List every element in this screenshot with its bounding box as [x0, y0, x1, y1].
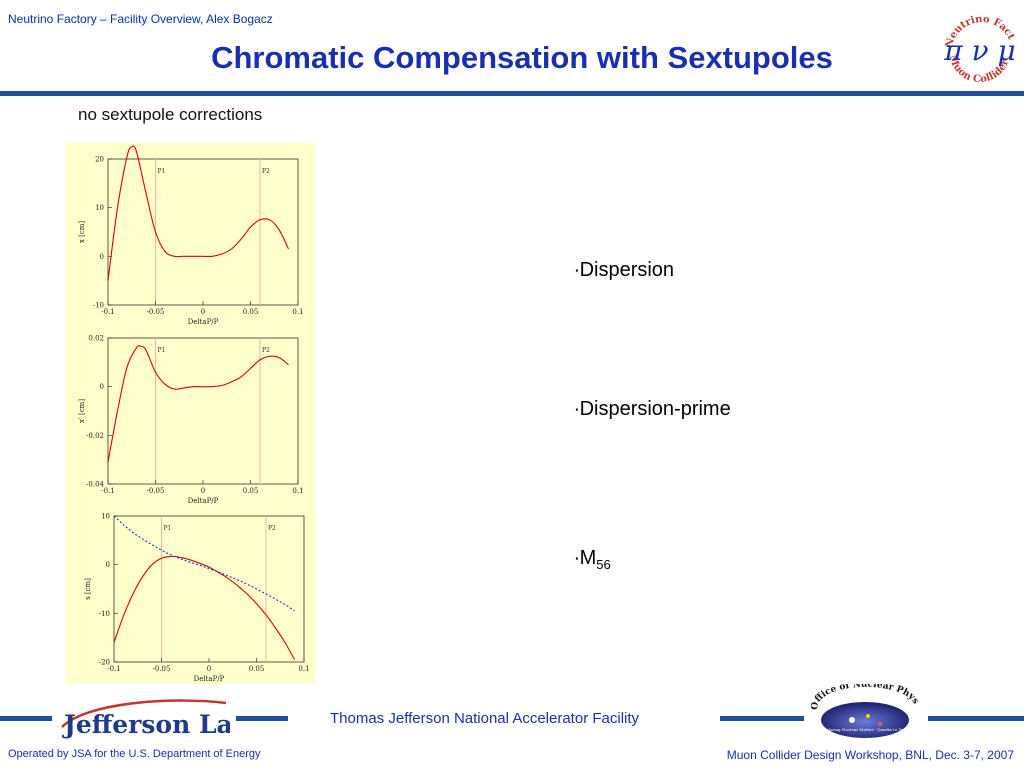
- plot-3-xtick-label-5: 0.1: [298, 665, 309, 673]
- chart-panel-svg: P1 P2 -0.1 -0.05 0 0.05 0.1 20 10 0 -10 DeltaP/P x […: [78, 145, 310, 683]
- plot-2-xlabel: DeltaP/P: [188, 497, 219, 505]
- plot-2-series-1-line: [107, 345, 289, 463]
- plot-2-marker-label-1: P1: [158, 347, 166, 354]
- plot-3-series-1-line: [113, 555, 295, 660]
- plot-3-xlabel: DeltaP/P: [194, 675, 225, 683]
- footer-rule-left: [0, 716, 52, 721]
- header-rule: [0, 91, 1024, 96]
- footer-rule-end: [928, 716, 1024, 721]
- plot-1-xtick-label-4: 0.05: [243, 308, 259, 316]
- plot-2-xtick-label-4: 0.05: [243, 487, 259, 495]
- plot-1-ytick-label-4: -10: [93, 302, 104, 310]
- plot-1-ytick-label-2: 10: [95, 204, 104, 212]
- plot-1-ylabel: x [cm]: [78, 221, 86, 243]
- plot-2-xtick-label-3: 0: [201, 487, 205, 495]
- bullet-dispersion-label: Dispersion: [579, 259, 675, 281]
- plot-1-frame: [107, 158, 299, 306]
- plot-2-ytick-label-3: -0.02: [86, 432, 104, 440]
- plot-2-xtick-label-2: -0.05: [147, 487, 165, 495]
- plot-3-ylabel: s [cm]: [84, 578, 92, 600]
- plot-1-marker-label-2: P2: [262, 168, 270, 175]
- plot-3-xtick-label-2: -0.05: [153, 665, 171, 673]
- footer-left-text: Operated by JSA for the U.S. Department …: [8, 748, 261, 760]
- plot-3-ytick-label-2: 0: [106, 561, 110, 569]
- jlab-logo-text: Jefferson Lab: [62, 710, 230, 739]
- plot-1-marker-label-1: P1: [158, 168, 166, 175]
- plot-2-ytick-label-2: 0: [100, 383, 104, 391]
- footer-center-text: Thomas Jefferson National Accelerator Fa…: [330, 710, 640, 727]
- nf-logo-symbols: π ν μ: [943, 34, 1015, 67]
- bullet-dispersion-prime: ∙Dispersion-prime: [574, 398, 731, 420]
- plot-3-marker-label-1: P1: [164, 525, 172, 532]
- plot-1-xtick-label-3: 0: [201, 308, 205, 316]
- plot-1-xlabel: DeltaP/P: [188, 318, 219, 326]
- plot-3-frame: [113, 515, 305, 663]
- plot-2-ylabel: x' [cm]: [78, 399, 86, 423]
- plot-1-series-1-line: [107, 145, 289, 281]
- plot-1-xtick-label-2: -0.05: [147, 308, 165, 316]
- plot-panel: P1 P2 -0.1 -0.05 0 0.05 0.1 20 10 0 -10 DeltaP/P x […: [66, 143, 316, 684]
- plot-2-ytick-label-4: -0.04: [86, 481, 104, 489]
- neutrino-factory-logo: Neutrino Factory Muon Collider π ν μ: [940, 4, 1017, 85]
- plot-1-ytick-label-3: 0: [100, 253, 104, 261]
- plot-2-xtick-label-5: 0.1: [292, 487, 303, 495]
- plot-2-frame: [107, 337, 299, 485]
- bullet-m56-subscript: 56: [596, 557, 611, 572]
- plot-1-ytick-label-1: 20: [95, 156, 104, 164]
- bullet-m56-label: M: [579, 547, 597, 569]
- plot-3-series-2-line: [113, 515, 295, 612]
- plot-3-xtick-label-1: -0.1: [107, 665, 121, 673]
- jefferson-lab-logo: Jefferson Lab: [61, 699, 230, 739]
- footer-rule-right: [720, 716, 804, 721]
- office-nuclear-physics-logo: Office of Nuclear Physics Exploring Nucl…: [806, 684, 920, 738]
- slide-title: Chromatic Compensation with Sextupoles: [211, 40, 833, 75]
- plot-1-xtick-label-1: -0.1: [101, 308, 115, 316]
- plot-caption: no sextupole corrections: [78, 105, 263, 124]
- bullet-dispersion: ∙Dispersion: [574, 259, 675, 281]
- bullet-dispersion-prime-label: Dispersion-prime: [579, 398, 731, 420]
- plot-3-xtick-label-4: 0.05: [249, 665, 265, 673]
- plot-2-marker-label-2: P2: [262, 347, 270, 354]
- onp-logo-tagline: Exploring Nuclear Matter - Quarks to Sta…: [821, 727, 909, 732]
- plot-3-ytick-label-3: -10: [99, 610, 110, 618]
- plot-3-ytick-label-4: -20: [99, 659, 110, 667]
- plot-3-ytick-label-1: 10: [101, 513, 110, 521]
- footer-rule-mid: [236, 716, 288, 721]
- plot-3-marker-label-2: P2: [268, 525, 276, 532]
- plot-2-ytick-label-1: 0.02: [88, 335, 104, 343]
- plot-1-xtick-label-5: 0.1: [292, 308, 303, 316]
- plot-3-xtick-label-3: 0: [207, 665, 211, 673]
- bullet-m56: ∙M56: [574, 547, 611, 572]
- header-subtitle: Neutrino Factory – Facility Overview, Al…: [8, 12, 273, 26]
- footer-right-text: Muon Collider Design Workshop, BNL, Dec.…: [726, 748, 1014, 762]
- plot-2-xtick-label-1: -0.1: [101, 487, 115, 495]
